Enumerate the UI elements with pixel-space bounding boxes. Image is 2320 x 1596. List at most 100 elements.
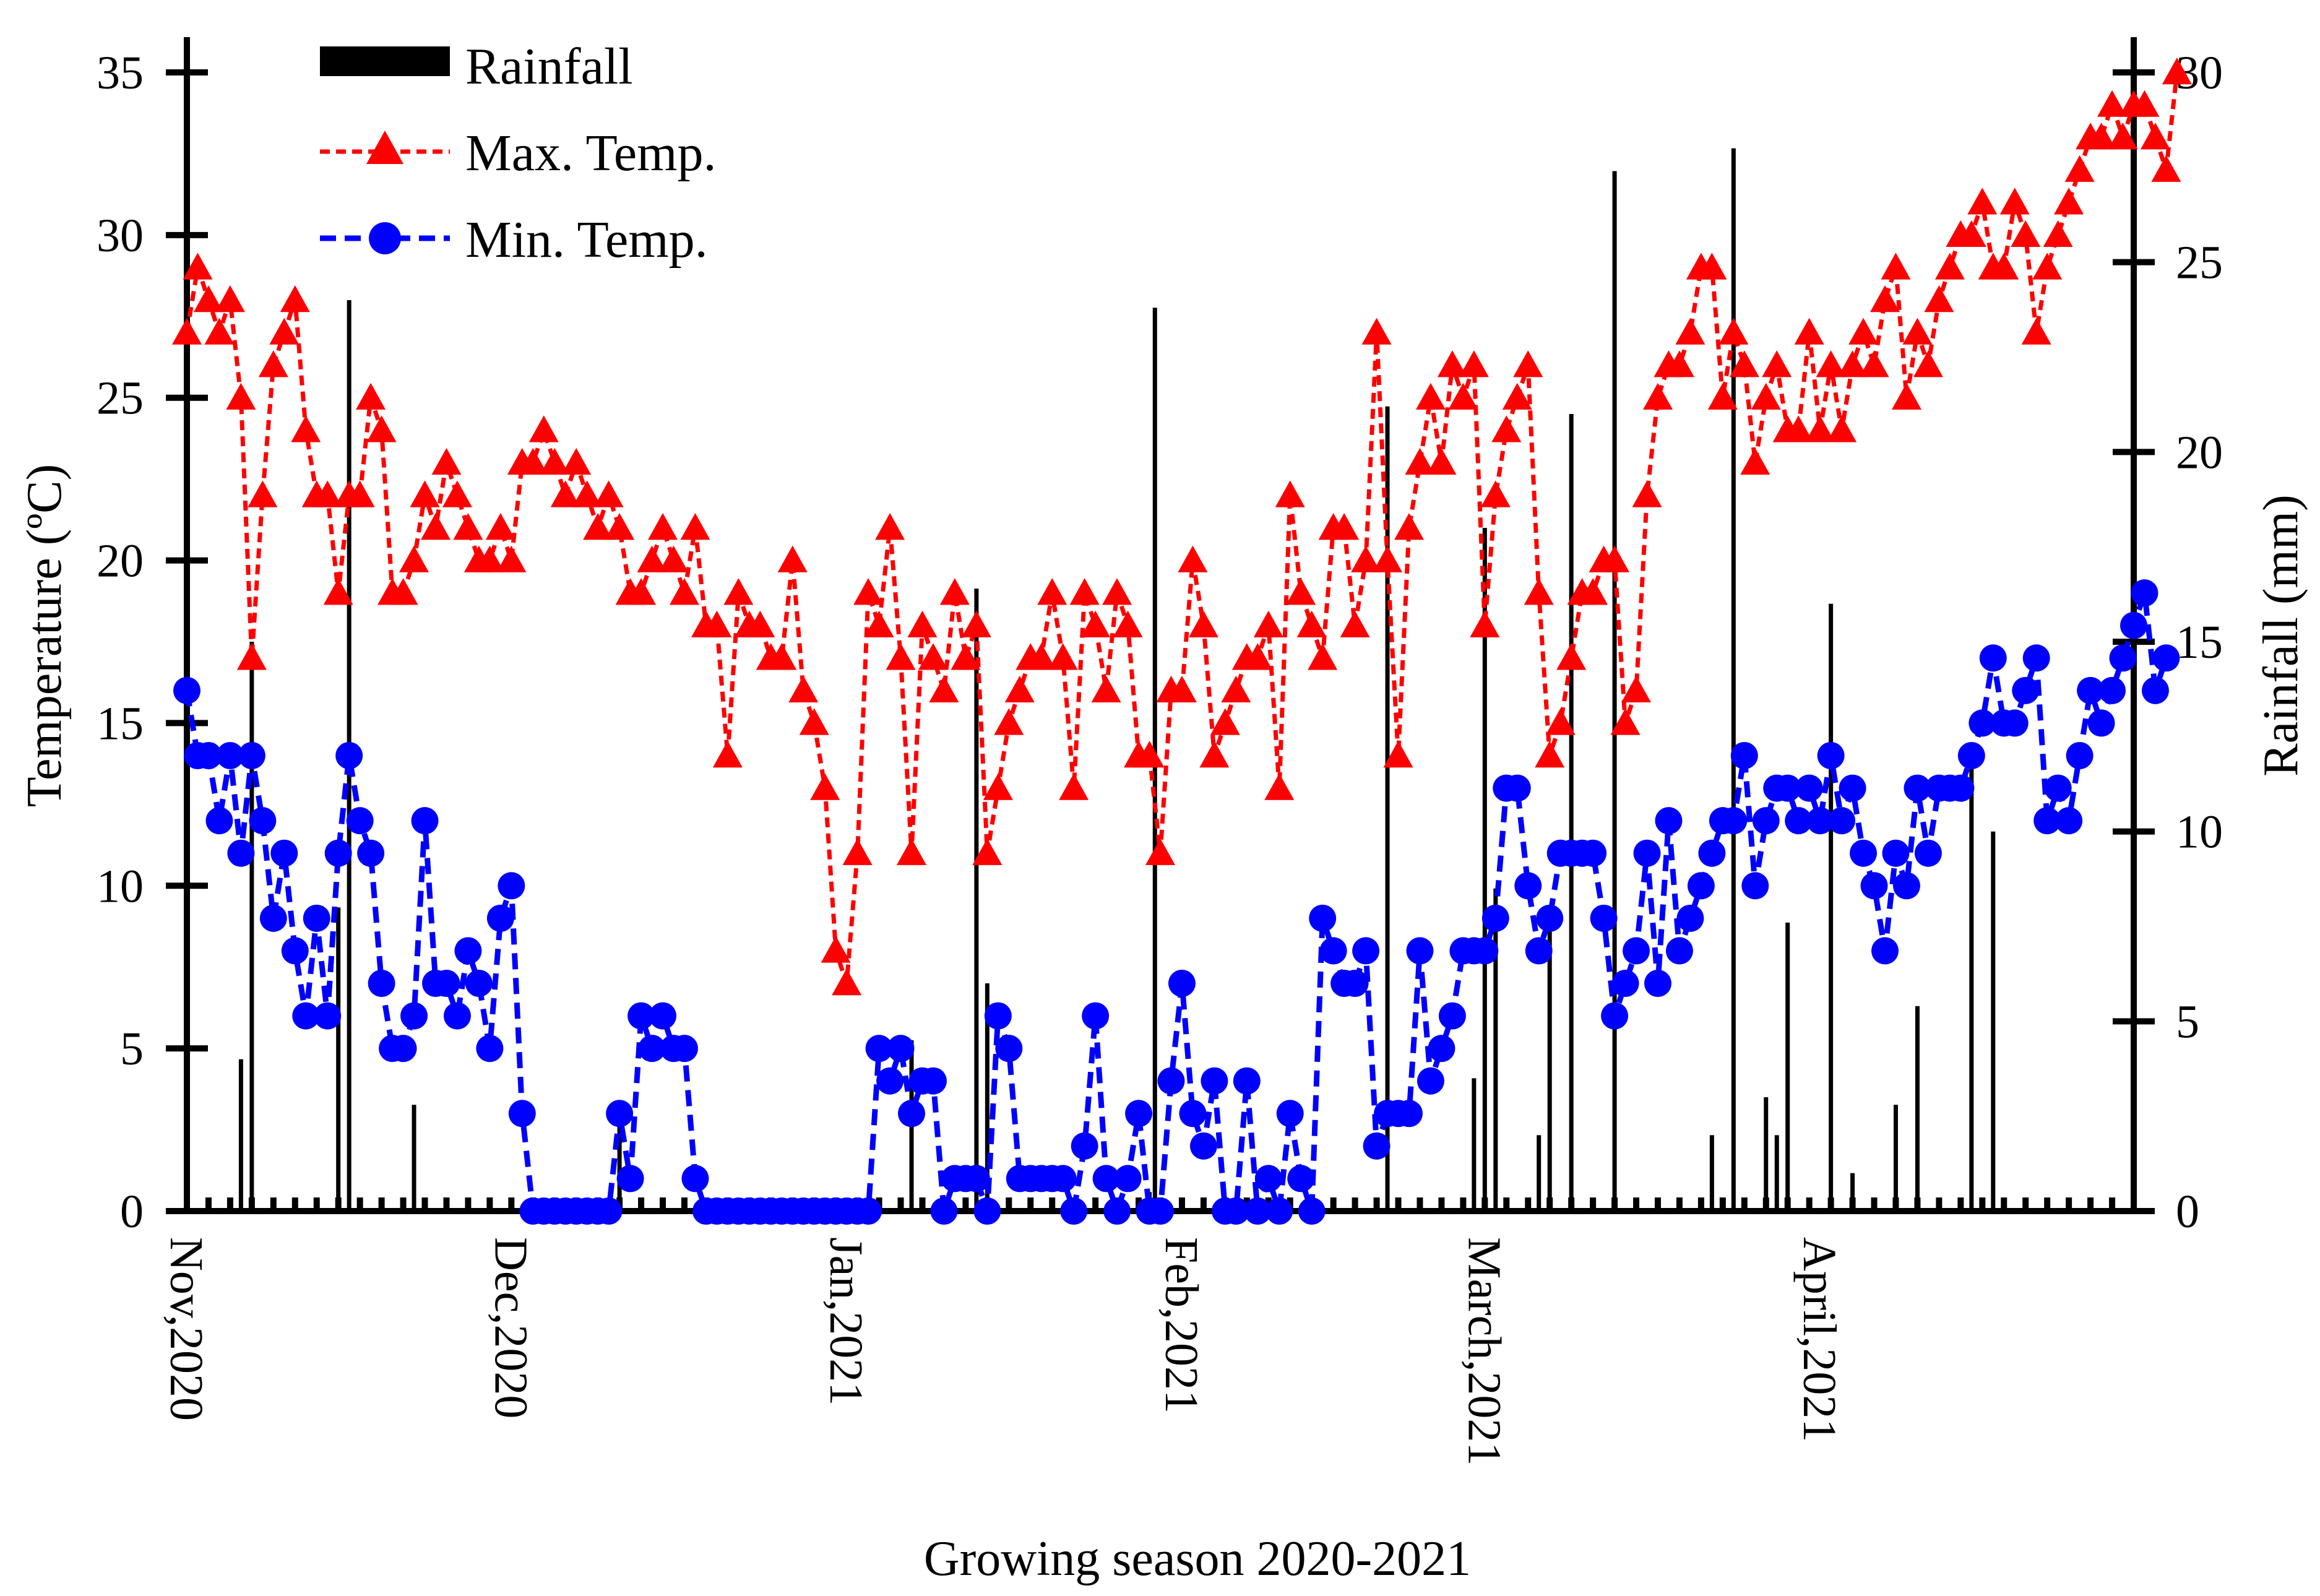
rainfall-bar — [1472, 1078, 1477, 1211]
min-temp-marker — [2131, 579, 2158, 607]
min-temp-marker — [2109, 644, 2137, 672]
max-temp-marker — [485, 513, 515, 540]
min-temp-marker — [876, 1067, 904, 1095]
max-temp-marker — [1491, 415, 1522, 442]
max-temp-marker — [1675, 317, 1706, 345]
legend: Rainfall Max. Temp. Min. Temp. — [320, 38, 717, 269]
min-temp-marker — [1352, 937, 1380, 965]
max-temp-marker — [1816, 350, 1846, 377]
max-temp-marker — [528, 415, 559, 442]
min-temp-marker — [498, 872, 525, 900]
temperature-lines — [184, 72, 2180, 1220]
min-temp-marker — [1785, 807, 1813, 835]
max-temp-marker — [2108, 123, 2138, 150]
right-y-axis-title: Rainfall (mm) — [2254, 494, 2308, 776]
max-temp-marker — [1102, 578, 1132, 605]
max-temp-marker — [1199, 741, 1230, 768]
min-temp-marker — [865, 1035, 893, 1063]
min-temp-marker — [486, 904, 514, 932]
max-temp-marker — [1394, 513, 1424, 540]
max-temp-marker — [572, 480, 602, 507]
max-temp-marker — [832, 968, 862, 996]
max-temp-marker — [1459, 350, 1489, 377]
x-month-label: Feb,2021 — [1155, 1237, 1207, 1413]
max-temp-marker — [1805, 415, 1835, 442]
min-temp-marker — [249, 807, 277, 835]
rainfall-bar — [1764, 1097, 1769, 1211]
min-temp-marker — [368, 970, 395, 997]
min-temp-marker — [616, 1165, 644, 1193]
left-y-tick-label: 20 — [97, 535, 144, 587]
min-temp-marker — [2012, 676, 2040, 704]
min-temp-marker — [1957, 742, 1985, 769]
min-temp-marker — [1601, 1002, 1629, 1030]
min-temp-marker — [1969, 709, 1996, 737]
max-temp-marker — [658, 545, 689, 572]
min-temp-marker — [1103, 1197, 1131, 1225]
max-temp-marker — [1351, 545, 1381, 572]
min-temp-marker — [1536, 904, 1564, 932]
rainfall-bar — [974, 589, 979, 1211]
rainfall-bar — [238, 1059, 243, 1211]
x-month-label: Nov,2020 — [160, 1237, 212, 1421]
min-temp-marker — [1168, 970, 1196, 997]
rainfall-bar — [1612, 171, 1617, 1211]
min-temp-marker — [1233, 1067, 1261, 1095]
min-temp-marker — [1222, 1197, 1250, 1225]
min-temp-marker — [1363, 1132, 1391, 1160]
min-temp-marker — [649, 1002, 677, 1030]
min-temp-marker — [1795, 774, 1823, 802]
min-temp-marker — [346, 807, 374, 835]
max-temp-marker — [637, 545, 667, 572]
max-temp-marker — [2054, 188, 2084, 215]
min-temp-marker — [411, 807, 439, 835]
max-temp-marker — [193, 285, 223, 313]
min-temp-marker — [465, 970, 493, 997]
min-temp-marker — [1157, 1067, 1185, 1095]
min-temp-marker — [898, 1100, 926, 1128]
max-temp-marker — [648, 513, 678, 540]
max-temp-marker — [431, 447, 462, 475]
max-temp-marker — [1524, 578, 1554, 605]
max-temp-marker — [2064, 155, 2095, 182]
max-temp-marker — [1480, 480, 1511, 507]
min-temp-marker — [973, 1197, 1001, 1225]
min-temp-marker — [1481, 904, 1509, 932]
rainfall-bar — [249, 642, 254, 1211]
min-temp-marker — [292, 1002, 320, 1030]
max-temp-marker — [1999, 188, 2030, 215]
max-temp-marker — [1783, 415, 1814, 442]
min-temp-marker — [2001, 709, 2029, 737]
max-temp-marker — [1264, 773, 1295, 800]
max-temp-marker — [1470, 610, 1500, 637]
max-temp-marker — [1632, 480, 1662, 507]
max-temp-marker — [1642, 382, 1673, 410]
min-temp-marker — [1947, 774, 1975, 802]
right-y-tick-label: 10 — [2176, 806, 2223, 858]
min-temp-marker — [2033, 807, 2061, 835]
min-temp-marker — [2087, 709, 2115, 737]
min-temp-marker — [2022, 644, 2050, 672]
max-temp-marker — [1243, 643, 1273, 670]
max-temp-marker — [345, 480, 375, 507]
max-temp-marker — [1729, 350, 1759, 377]
max-temp-marker — [680, 513, 710, 540]
min-temp-marker — [270, 839, 298, 867]
rainfall-bar — [1991, 831, 1996, 1211]
max-temp-marker — [204, 317, 235, 345]
max-temp-marker — [1091, 675, 1121, 703]
max-temp-marker — [593, 480, 624, 507]
max-temp-marker — [1113, 610, 1143, 637]
max-temp-marker — [605, 513, 635, 540]
min-temp-marker — [1655, 807, 1683, 835]
min-temp-marker — [2077, 676, 2105, 704]
min-temp-marker — [595, 1197, 623, 1225]
right-y-tick-label: 15 — [2176, 616, 2223, 668]
max-temp-marker — [1697, 252, 1727, 280]
min-temp-marker — [1179, 1100, 1207, 1128]
rainfall-bar — [985, 983, 990, 1211]
rainfall-bar — [1969, 756, 1974, 1211]
min-temp-marker — [1298, 1197, 1326, 1225]
